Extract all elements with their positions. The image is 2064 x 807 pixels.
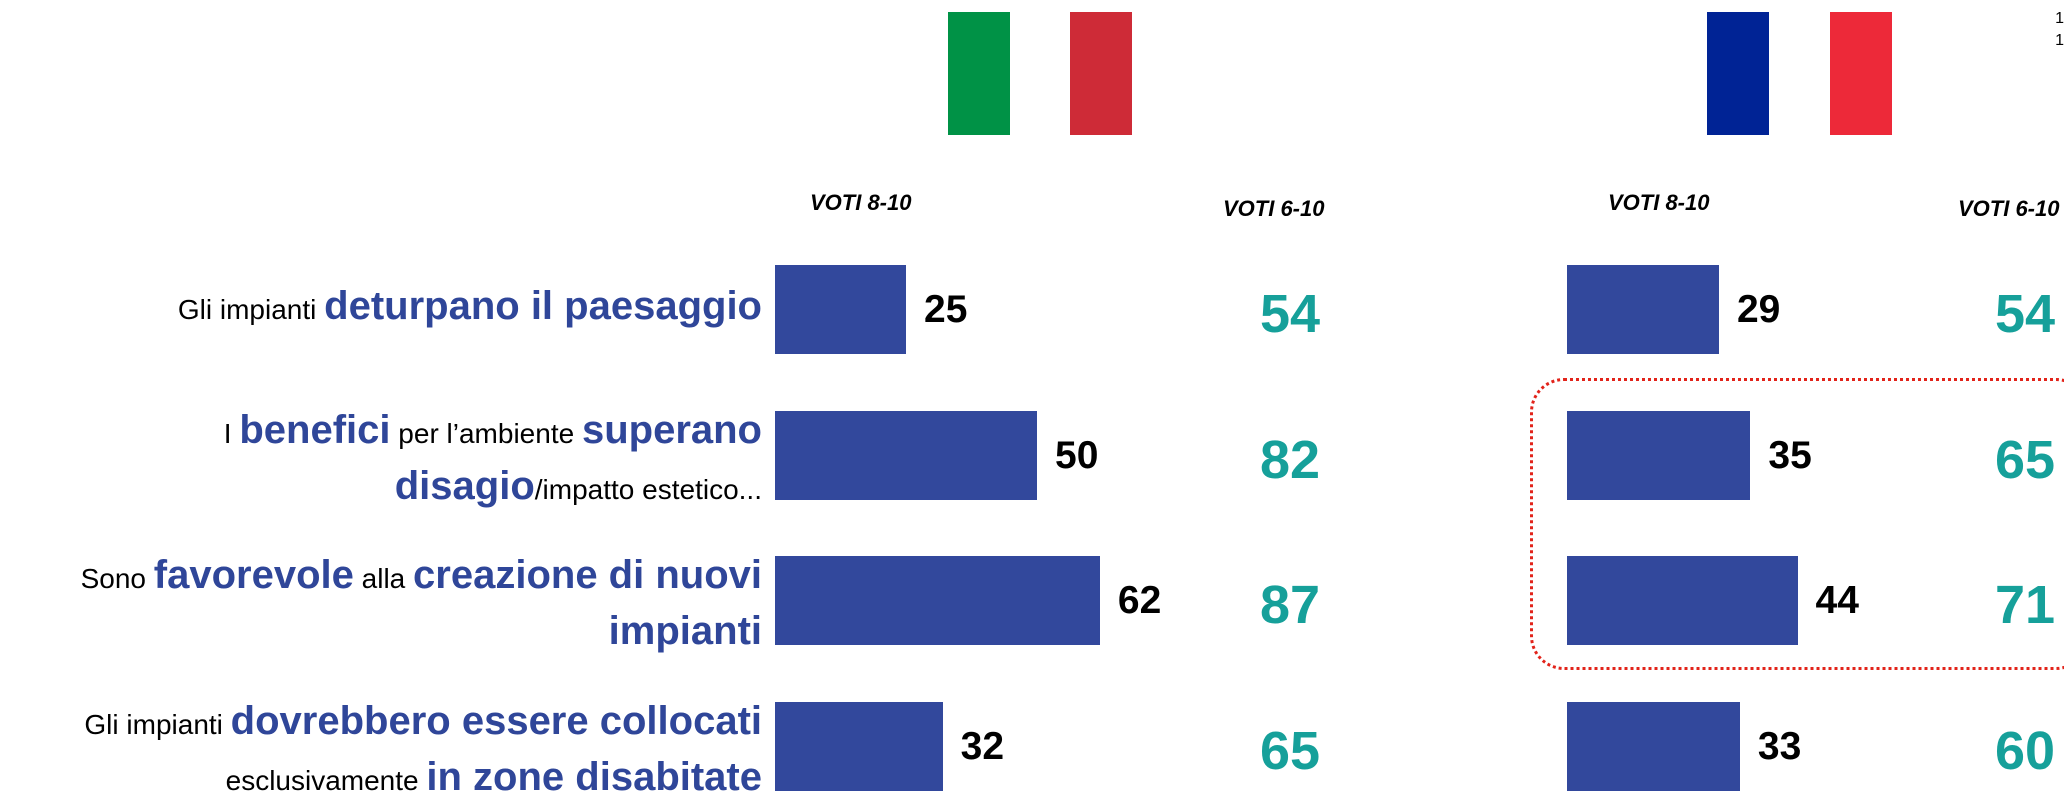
france-bar-value-2: 35 [1768, 433, 1812, 477]
label-highlight-text: dovrebbero essere collocati [230, 698, 762, 743]
italy-flag-green-stripe [948, 12, 1010, 135]
italy-bar-value-2: 50 [1055, 433, 1099, 477]
label-highlight-text: deturpano il paesaggio [324, 283, 762, 328]
row-label-line: I benefici per l’ambiente superano [0, 404, 762, 460]
italy-flag-red-stripe [1070, 12, 1132, 135]
italy-bar-2 [775, 411, 1037, 500]
france-header-voti-8-10: VOTI 8-10 [1608, 190, 1710, 215]
france-bar-value-3: 44 [1815, 578, 1859, 622]
label-highlight-text: impianti [608, 608, 762, 653]
label-text: Gli impianti [84, 708, 231, 740]
label-text: alla [353, 562, 414, 594]
france-callout-box [1530, 378, 2064, 670]
row-label-2: I benefici per l’ambiente superano disagi… [0, 404, 762, 516]
label-highlight-text: in zone disabitate [426, 754, 762, 799]
france-flag-blue-stripe [1707, 12, 1769, 135]
row-label-line: disagio/impatto estetico... [0, 460, 762, 516]
label-text: I [223, 417, 240, 449]
italy-header-voti-8-10: VOTI 8-10 [810, 190, 912, 215]
row-label-3: Sono favorevole alla creazione di nuovi i… [0, 549, 762, 661]
row-label-line: Gli impianti dovrebbero essere collocati [0, 695, 762, 751]
label-text: Sono [80, 562, 154, 594]
corner-page-mark: 1 1 [2055, 10, 2064, 49]
row-label-line: impianti [0, 605, 762, 661]
france-voti-6-10-value-3: 71 [1995, 574, 2056, 635]
label-text: per l’ambiente [390, 417, 582, 449]
italy-voti-6-10-value-4: 65 [1260, 720, 1321, 781]
label-text: Gli impianti [177, 293, 325, 325]
label-text: /impatto estetico... [534, 473, 762, 505]
france-voti-6-10-value-2: 65 [1995, 429, 2056, 490]
label-highlight-text: favorevole [153, 552, 354, 597]
label-highlight-text: creazione di nuovi [413, 552, 762, 597]
row-label-1: Gli impianti deturpano il paesaggio [0, 280, 762, 336]
row-label-line: Sono favorevole alla creazione di nuovi [0, 549, 762, 605]
italy-bar-1 [775, 265, 906, 354]
row-label-4: Gli impianti dovrebbero essere collocati… [0, 695, 762, 807]
france-bar-4 [1567, 702, 1740, 791]
row-label-line: Gli impianti deturpano il paesaggio [0, 280, 762, 336]
label-text: esclusivamente [225, 764, 427, 796]
italy-bar-4 [775, 702, 943, 791]
italy-bar-value-3: 62 [1117, 578, 1162, 622]
italy-voti-6-10-value-3: 87 [1260, 574, 1321, 635]
france-voti-6-10-value-4: 60 [1995, 720, 2056, 781]
france-bar-2 [1567, 411, 1751, 500]
france-voti-6-10-value-1: 54 [1995, 283, 2056, 344]
label-highlight-text: superano [581, 407, 762, 452]
row-label-line: esclusivamente in zone disabitate [0, 751, 762, 807]
italy-header-voti-6-10: VOTI 6-10 [1223, 196, 1325, 221]
france-header-voti-6-10: VOTI 6-10 [1958, 196, 2060, 221]
france-bar-3 [1567, 556, 1798, 645]
france-bar-value-1: 29 [1736, 287, 1781, 331]
italy-voti-6-10-value-1: 54 [1260, 283, 1321, 344]
italy-bar-value-1: 25 [924, 287, 968, 331]
france-bar-1 [1567, 265, 1719, 354]
italy-voti-6-10-value-2: 82 [1260, 429, 1321, 490]
label-highlight-text: benefici [239, 407, 391, 452]
france-flag-red-stripe [1830, 12, 1892, 135]
italy-bar-value-4: 32 [960, 724, 1005, 768]
italy-bar-3 [775, 556, 1100, 645]
label-highlight-text: disagio [394, 463, 535, 508]
france-bar-value-4: 33 [1757, 724, 1802, 768]
